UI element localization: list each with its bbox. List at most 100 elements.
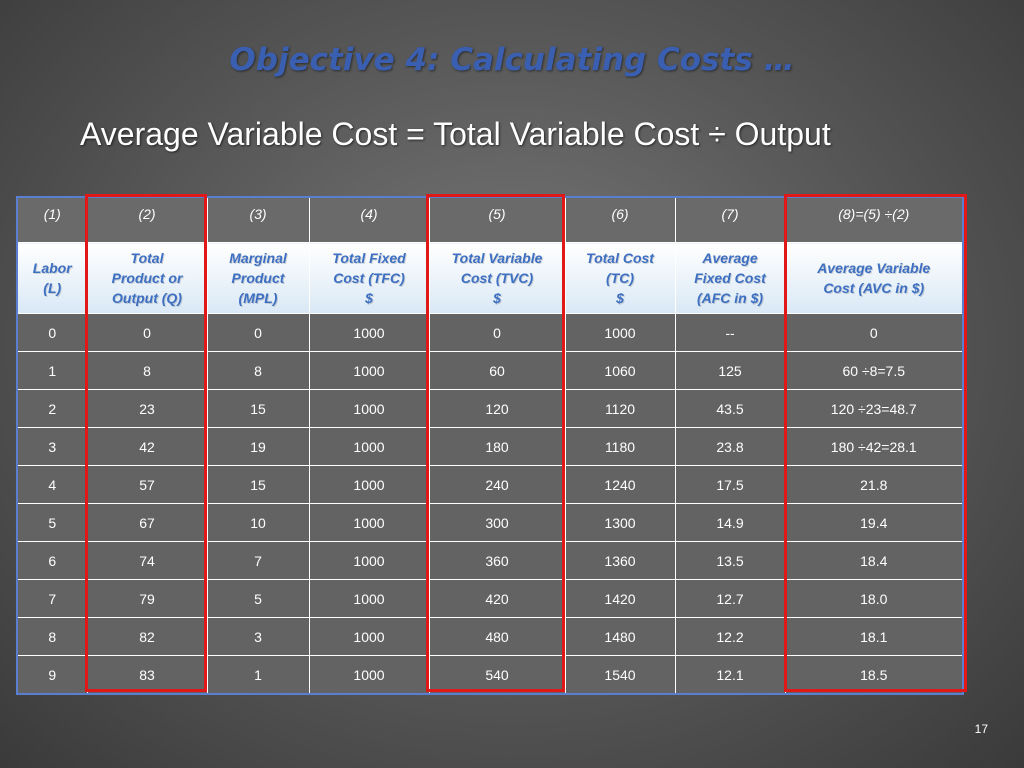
table-cell: 1480 [564, 617, 676, 656]
table-cell: 1540 [564, 655, 676, 695]
table-cell: 1120 [564, 389, 676, 428]
table-cell: 1360 [564, 541, 676, 580]
table-cell: 23 [86, 389, 208, 428]
table-cell: 6 [16, 541, 88, 580]
column-name-line: Cost (TVC) [460, 270, 534, 286]
table-cell: 1000 [308, 351, 430, 390]
table-cell: 3 [206, 617, 310, 656]
table-cell: 60 ÷8=7.5 [784, 351, 964, 390]
table-cell: 12.1 [674, 655, 786, 695]
table-cell: 5 [206, 579, 310, 618]
column-name-line: Total [130, 250, 164, 266]
table-cell: 420 [428, 579, 566, 618]
column-name-line: Labor [32, 260, 72, 276]
table-cell: 8 [16, 617, 88, 656]
column-name-header: Total Cost (TC) $ [564, 242, 676, 314]
table-cell: 480 [428, 617, 566, 656]
column-name-line: Cost (TFC) [333, 270, 405, 286]
column-number-header: (4) [308, 196, 430, 243]
table-cell: 57 [86, 465, 208, 504]
column-name-line: Average [702, 250, 758, 266]
table-cell: 180 [428, 427, 566, 466]
table-cell: 1000 [308, 503, 430, 542]
column-name-line: Total Cost [586, 250, 654, 266]
table-cell: 240 [428, 465, 566, 504]
table-cell: 120 ÷23=48.7 [784, 389, 964, 428]
column-name-line: (L) [43, 280, 62, 296]
table-cell: 9 [16, 655, 88, 695]
column-number-header: (1) [16, 196, 88, 243]
column-name-header: Marginal Product (MPL) [206, 242, 310, 314]
table-cell: 125 [674, 351, 786, 390]
table-cell: 18.5 [784, 655, 964, 695]
column-name-line: Output (Q) [112, 290, 182, 306]
column-name-header: Labor (L) [16, 242, 88, 314]
column-name-line: (MPL) [238, 290, 278, 306]
column-name-line: Cost (AVC in $) [823, 280, 925, 296]
table-cell: 74 [86, 541, 208, 580]
column-name-header: Total Fixed Cost (TFC) $ [308, 242, 430, 314]
column-name-header: Average Variable Cost (AVC in $) [784, 242, 964, 314]
table-cell: 19.4 [784, 503, 964, 542]
column-number-header: (5) [428, 196, 566, 243]
table-cell: 1000 [308, 465, 430, 504]
table-cell: 1000 [308, 389, 430, 428]
table-cell: 180 ÷42=28.1 [784, 427, 964, 466]
table-cell: 19 [206, 427, 310, 466]
column-name-line: Average Variable [817, 260, 931, 276]
highlight-box-output [85, 194, 207, 692]
column-name-header: Total Product or Output (Q) [86, 242, 208, 314]
table-cell: 0 [16, 313, 88, 352]
column-number-header: (7) [674, 196, 786, 243]
table-cell: 3 [16, 427, 88, 466]
table-cell: 0 [428, 313, 566, 352]
column-name-line: Total Fixed [332, 250, 406, 266]
table-row: 5 67 10 1000 300 1300 14.9 19.4 [16, 503, 964, 542]
table-cell: 18.1 [784, 617, 964, 656]
table-cell: 1000 [308, 655, 430, 695]
table-cell: 1000 [308, 579, 430, 618]
column-number-header: (3) [206, 196, 310, 243]
column-number-header: (6) [564, 196, 676, 243]
table-cell: 120 [428, 389, 566, 428]
table-cell: 0 [784, 313, 964, 352]
table-row: 9 83 1 1000 540 1540 12.1 18.5 [16, 655, 964, 695]
table-cell: 18.0 [784, 579, 964, 618]
column-name-line: $ [365, 290, 373, 306]
formula-subtitle: Average Variable Cost = Total Variable C… [80, 116, 831, 152]
table-cell: 17.5 [674, 465, 786, 504]
table-cell: 1060 [564, 351, 676, 390]
table-cell: -- [674, 313, 786, 352]
table-cell: 0 [206, 313, 310, 352]
table-cell: 1000 [308, 617, 430, 656]
column-name-line: Total Variable [451, 250, 543, 266]
table-cell: 1420 [564, 579, 676, 618]
highlight-box-tvc [426, 194, 565, 692]
column-number-row: (1) (2) (3) (4) (5) (6) (7) (8)=(5) ÷(2) [16, 196, 964, 243]
table-row: 7 79 5 1000 420 1420 12.7 18.0 [16, 579, 964, 618]
table-cell: 43.5 [674, 389, 786, 428]
table-cell: 15 [206, 465, 310, 504]
table-cell: 5 [16, 503, 88, 542]
column-name-line: Product or [111, 270, 183, 286]
column-name-line: Marginal [229, 250, 287, 266]
table-cell: 1000 [308, 427, 430, 466]
highlight-box-avc [784, 194, 967, 692]
table-cell: 12.2 [674, 617, 786, 656]
table-cell: 2 [16, 389, 88, 428]
table-cell: 4 [16, 465, 88, 504]
table-cell: 15 [206, 389, 310, 428]
table-cell: 540 [428, 655, 566, 695]
cost-table: (1) (2) (3) (4) (5) (6) (7) (8)=(5) ÷(2) Labor (… [16, 196, 964, 695]
table-cell: 8 [206, 351, 310, 390]
table-cell: 1 [16, 351, 88, 390]
column-name-line: Fixed Cost [694, 270, 766, 286]
table-cell: 7 [16, 579, 88, 618]
column-name-header: Average Fixed Cost (AFC in $) [674, 242, 786, 314]
table-cell: 83 [86, 655, 208, 695]
table-cell: 1240 [564, 465, 676, 504]
column-name-line: Product [231, 270, 285, 286]
table-cell: 42 [86, 427, 208, 466]
table-row: 4 57 15 1000 240 1240 17.5 21.8 [16, 465, 964, 504]
table-cell: 12.7 [674, 579, 786, 618]
